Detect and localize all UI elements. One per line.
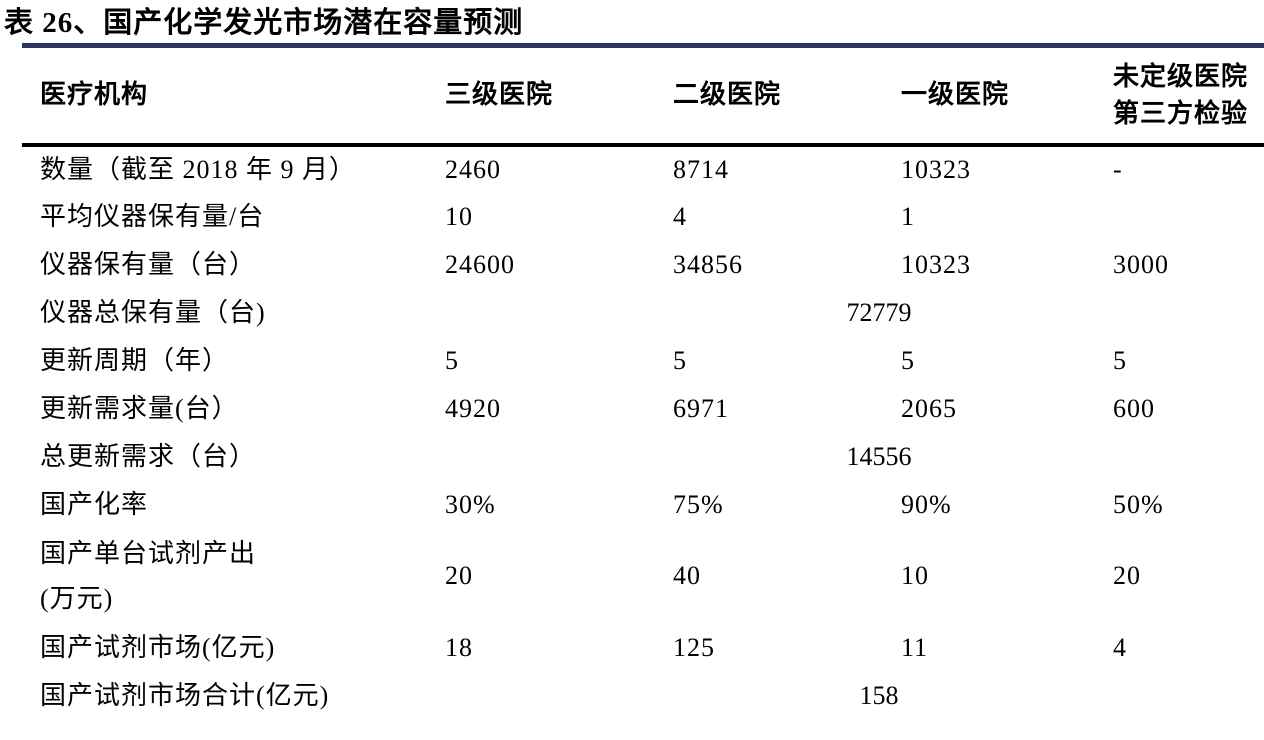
cell-empty <box>1099 672 1264 720</box>
cell: 8714 <box>673 154 729 184</box>
table-row-renewal-demand: 更新需求量(台） 4920 6971 2065 600 <box>22 385 1264 433</box>
table-row-localization-rate: 国产化率 30% 75% 90% 50% <box>22 481 1264 529</box>
cell: 18 <box>445 632 473 662</box>
cell <box>1099 193 1264 241</box>
table-row-avg-instruments: 平均仪器保有量/台 10 4 1 <box>22 193 1264 241</box>
cell: 30% <box>445 489 496 519</box>
table-row-instrument-stock: 仪器保有量（台） 24600 34856 10323 3000 <box>22 241 1264 289</box>
cell: 10 <box>901 561 929 591</box>
table-row-reagent-market: 国产试剂市场(亿元) 18 125 11 4 <box>22 624 1264 672</box>
cell: 10323 <box>901 249 971 279</box>
cell: 75% <box>673 489 724 519</box>
cell-total: 72779 <box>846 297 912 327</box>
header-tertiary-hospital: 三级医院 <box>445 80 554 110</box>
row-label: 国产单台试剂产出 (万元) <box>40 539 257 613</box>
cell: 34856 <box>673 249 743 279</box>
cell: - <box>1113 154 1123 184</box>
cell: 4 <box>673 201 687 231</box>
row-label: 平均仪器保有量/台 <box>40 201 265 231</box>
table-row-reagent-output-per-unit: 国产单台试剂产出 (万元) 20 40 10 20 <box>22 529 1264 624</box>
row-label: 仪器总保有量（台) <box>40 297 266 327</box>
cell: 5 <box>1113 345 1127 375</box>
cell: 5 <box>901 345 915 375</box>
cell: 10 <box>445 201 473 231</box>
header-row: 医疗机构 三级医院 二级医院 一级医院 未定级医院 第三方检验 <box>22 45 1264 146</box>
row-label: 仪器保有量（台） <box>40 249 257 279</box>
cell: 10323 <box>901 154 971 184</box>
cell: 4920 <box>445 393 501 423</box>
cell: 2065 <box>901 393 957 423</box>
cell-empty <box>431 289 659 337</box>
row-label: 更新需求量(台） <box>40 393 239 423</box>
header-secondary-hospital: 二级医院 <box>673 80 782 110</box>
cell: 2460 <box>445 154 501 184</box>
row-label: 国产化率 <box>40 489 149 519</box>
cell: 4 <box>1113 632 1127 662</box>
cell: 3000 <box>1113 249 1169 279</box>
cell-total: 14556 <box>846 441 912 471</box>
cell: 5 <box>445 345 459 375</box>
row-label: 国产试剂市场(亿元) <box>40 632 276 662</box>
table-row-total-instrument-stock: 仪器总保有量（台) 72779 <box>22 289 1264 337</box>
cell-total: 158 <box>859 680 899 710</box>
table-row-quantity: 数量（截至 2018 年 9 月） 2460 8714 10323 - <box>22 145 1264 193</box>
cell: 6971 <box>673 393 729 423</box>
cell-empty <box>431 672 659 720</box>
forecast-table: 医疗机构 三级医院 二级医院 一级医院 未定级医院 第三方检验 数量（截至 20… <box>22 42 1264 721</box>
cell: 24600 <box>445 249 515 279</box>
header-unrated-thirdparty: 未定级医院 第三方检验 <box>1113 62 1249 128</box>
cell: 90% <box>901 489 952 519</box>
cell-empty <box>431 433 659 481</box>
cell-empty <box>1099 289 1264 337</box>
cell: 50% <box>1113 489 1164 519</box>
header-institution: 医疗机构 <box>40 80 149 110</box>
cell: 125 <box>673 632 715 662</box>
cell: 11 <box>901 632 929 662</box>
cell-empty <box>1099 433 1264 481</box>
cell: 5 <box>673 345 687 375</box>
cell: 600 <box>1113 393 1155 423</box>
cell: 40 <box>673 561 701 591</box>
header-primary-hospital: 一级医院 <box>901 80 1010 110</box>
page-title: 表 26、国产化学发光市场潜在容量预测 <box>4 7 524 39</box>
row-label: 国产试剂市场合计(亿元) <box>40 680 330 710</box>
row-label: 总更新需求（台） <box>40 441 257 471</box>
table-row-total-renewal-demand: 总更新需求（台） 14556 <box>22 433 1264 481</box>
row-label: 更新周期（年） <box>40 345 230 375</box>
table-row-reagent-market-total: 国产试剂市场合计(亿元) 158 <box>22 672 1264 720</box>
row-label: 数量（截至 2018 年 9 月） <box>40 154 357 184</box>
cell: 20 <box>1113 561 1141 591</box>
table-row-renewal-cycle: 更新周期（年） 5 5 5 5 <box>22 337 1264 385</box>
cell: 1 <box>901 201 915 231</box>
cell: 20 <box>445 561 473 591</box>
